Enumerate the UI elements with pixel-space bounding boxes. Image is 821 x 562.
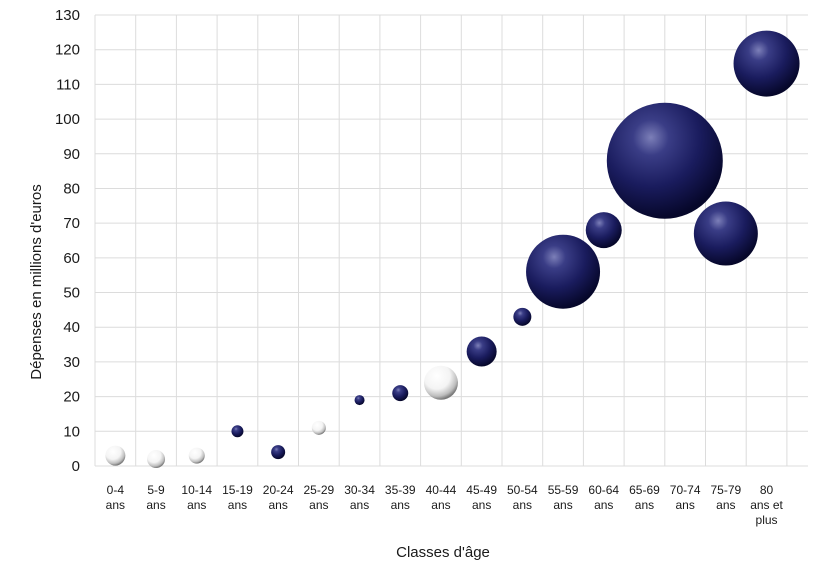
bubble-point	[526, 234, 601, 309]
y-tick-label: 40	[63, 319, 80, 336]
x-tick-label: 60-64 ans	[588, 483, 619, 512]
x-tick-label: 5-9 ans	[146, 483, 165, 512]
bubble-point	[271, 445, 286, 460]
bubble-point	[147, 450, 166, 469]
y-tick-label: 90	[63, 146, 80, 163]
y-tick-label: 130	[55, 7, 80, 24]
y-tick-label: 0	[72, 458, 80, 475]
x-tick-label: 50-54 ans	[507, 483, 538, 512]
y-tick-label: 10	[63, 423, 80, 440]
bubble-point	[693, 201, 758, 266]
y-tick-label: 20	[63, 389, 80, 406]
bubble-point	[231, 425, 244, 438]
bubble-point	[466, 336, 497, 367]
bubble-point	[606, 102, 723, 219]
y-tick-label: 80	[63, 180, 80, 197]
x-tick-label: 75-79 ans	[710, 483, 741, 512]
y-tick-label: 100	[55, 111, 80, 128]
grid	[94, 14, 808, 467]
bubble-point	[733, 30, 800, 97]
y-tick-label: 110	[56, 76, 80, 93]
x-tick-label: 55-59 ans	[548, 483, 579, 512]
y-tick-label: 50	[63, 285, 80, 302]
bubble-point	[585, 212, 622, 249]
y-axis-title: Dépenses en millions d'euros	[28, 184, 45, 379]
x-axis-title: Classes d'âge	[396, 544, 490, 561]
bubble-point	[188, 447, 205, 464]
x-tick-label: 35-39 ans	[385, 483, 416, 512]
bubble-point	[423, 365, 458, 400]
bubble-point	[354, 395, 365, 406]
x-tick-label: 40-44 ans	[426, 483, 457, 512]
bubble-series	[105, 30, 800, 469]
x-tick-label: 65-69 ans	[629, 483, 660, 512]
x-tick-label: 10-14 ans	[181, 483, 212, 512]
y-tick-label: 70	[63, 215, 80, 232]
x-axis-ticks: 0-4 ans 5-9 ans 10-14 ans 15-19 ans 20-24 ans 25-2…	[106, 483, 784, 527]
x-tick-label: 45-49 ans	[466, 483, 497, 512]
bubble-point	[513, 307, 532, 326]
x-tick-label: 15-19 ans	[222, 483, 253, 512]
bubble-point	[311, 420, 326, 435]
x-tick-label: 80 ans et plus	[750, 483, 783, 527]
x-tick-label: 20-24 ans	[263, 483, 294, 512]
x-tick-label: 0-4 ans	[106, 483, 125, 512]
y-tick-label: 30	[63, 354, 80, 371]
bubble-point	[392, 385, 409, 402]
x-tick-label: 30-34 ans	[344, 483, 375, 512]
y-tick-label: 60	[63, 250, 80, 267]
x-tick-label: 25-29 ans	[303, 483, 334, 512]
bubble-point	[105, 445, 126, 466]
y-tick-label: 120	[55, 42, 80, 59]
x-tick-label: 70-74 ans	[670, 483, 701, 512]
y-axis-ticks: 0 10 20 30 40 50 60 70 80 90 100 110 120 130	[55, 7, 80, 475]
